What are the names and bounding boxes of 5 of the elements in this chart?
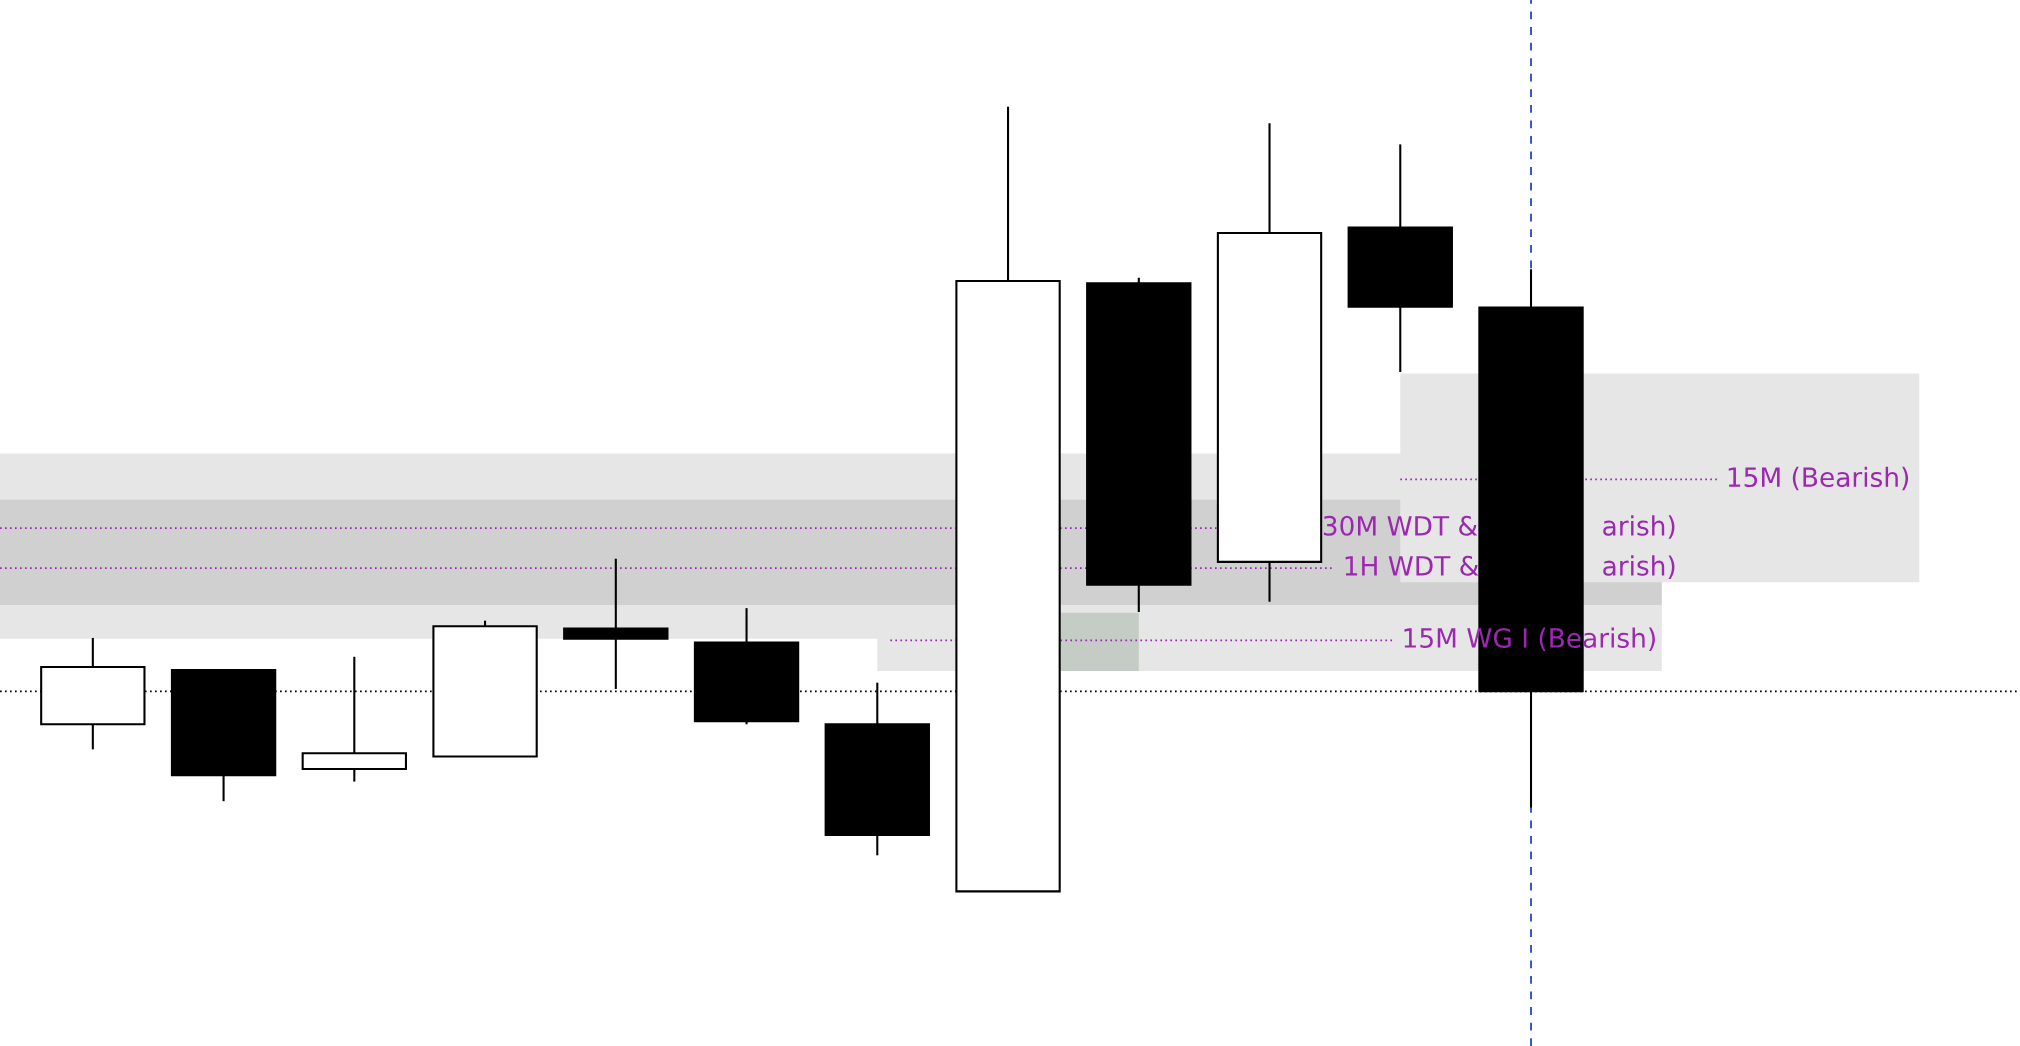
ref-line-label: 15M (Bearish) [1728,466,1909,491]
ref-line-label: 30M WDT & [1323,515,1478,536]
annotation: arish) [1603,555,1675,579]
ref-line-label: 1H WDT & [1345,555,1479,576]
annotation: arish) [1603,515,1675,539]
